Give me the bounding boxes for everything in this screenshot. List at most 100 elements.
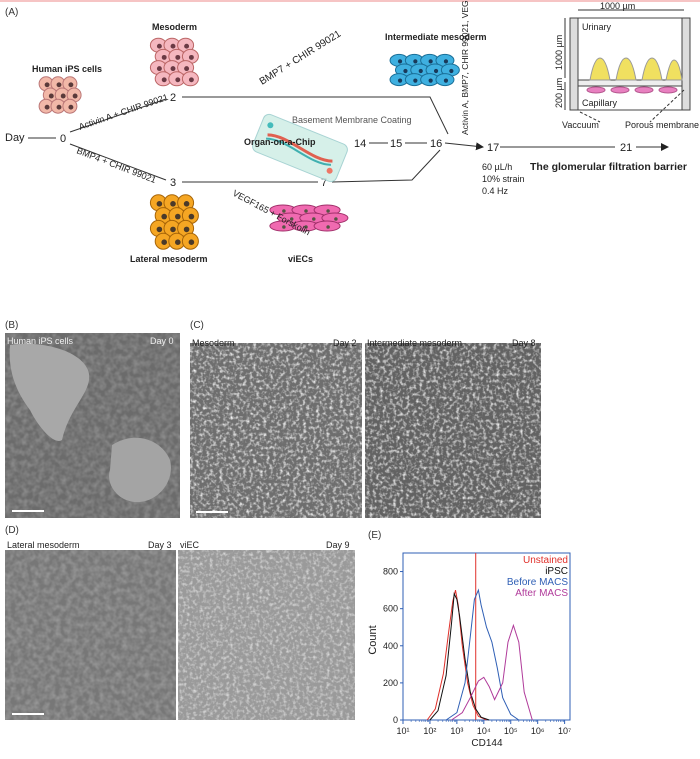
timeline (69, 98, 167, 133)
nucleus (48, 93, 54, 99)
day-label: Day (5, 132, 25, 144)
timeline (444, 142, 484, 151)
nucleus (56, 82, 62, 88)
compartment: Capillary (582, 98, 618, 108)
image-title: Human iPS cells (7, 336, 74, 346)
histogram-curve (445, 588, 520, 721)
nucleus (428, 59, 433, 64)
panel-label: (E) (368, 530, 381, 541)
nucleus (282, 209, 286, 213)
nucleus (72, 93, 78, 99)
nucleus (188, 239, 195, 245)
nucleus (449, 68, 454, 74)
nucleus (44, 104, 50, 110)
nucleus (188, 77, 194, 83)
histogram-curve (429, 591, 490, 721)
scale-bar (12, 510, 44, 512)
dimension: 1000 µm (600, 1, 635, 11)
day: 7 (321, 177, 327, 189)
cell-label: viECs (288, 254, 313, 264)
nucleus (156, 43, 162, 49)
x-tick-label: 10⁵ (504, 726, 518, 736)
nucleus (403, 68, 408, 74)
condition: 10% strain (482, 174, 525, 184)
dimension: 200 µm (554, 78, 564, 108)
cell-label: Intermediate mesoderm (385, 32, 487, 42)
timeline (331, 149, 441, 183)
cell-label: Lateral mesoderm (130, 254, 208, 264)
chip-label: Organ-on-a-Chip (244, 137, 316, 147)
x-tick-label: 10¹ (396, 726, 409, 736)
legend-entry: Unstained (523, 555, 568, 566)
nucleus (184, 66, 190, 72)
nucleus (170, 226, 176, 233)
x-tick-label: 10² (423, 726, 436, 736)
cell-illustrations (38, 37, 460, 250)
x-axis-label: CD144 (471, 738, 503, 749)
nucleus (282, 225, 286, 229)
cell-label: Mesoderm (152, 22, 197, 32)
image-day: Day 3 (148, 540, 172, 550)
y-tick-label: 600 (383, 604, 398, 614)
histogram-curve (451, 623, 533, 721)
nucleus (161, 213, 167, 220)
histogram-curve (426, 589, 487, 721)
day: 21 (620, 142, 632, 154)
x-tick-label: 10⁶ (531, 726, 545, 736)
micrograph-texture (190, 343, 362, 518)
nucleus (304, 209, 308, 213)
treatment: BMP7 + CHIR 99021 (258, 28, 344, 87)
nucleus (188, 213, 195, 220)
device-label: Vaccuum (562, 120, 599, 130)
nucleus (326, 225, 330, 229)
nucleus (428, 78, 433, 83)
treatment: Activin A + CHIR 99021 (77, 92, 169, 132)
nucleus (443, 78, 449, 83)
nucleus (175, 213, 181, 220)
day: 16 (430, 138, 442, 150)
nucleus (413, 78, 418, 83)
nucleus (60, 93, 66, 99)
nucleus (184, 43, 190, 49)
treatment: BMP4 + CHIR 99021 (75, 146, 157, 186)
cell-label: Human iPS cells (32, 64, 102, 74)
day: 2 (170, 92, 176, 104)
treatment: Activin A, BMP7, CHIR 99021, VEGF, RA (460, 0, 470, 135)
micrograph-texture (365, 343, 541, 518)
day: 3 (170, 177, 176, 189)
x-tick-label: 10⁴ (477, 726, 491, 736)
nucleus (170, 66, 176, 72)
compartment: Urinary (582, 22, 612, 32)
nucleus (289, 217, 294, 221)
y-axis-label: Count (367, 625, 379, 654)
image-title: viEC (180, 540, 200, 550)
image-title: Intermediate mesoderm (367, 338, 462, 348)
nucleus (175, 77, 181, 83)
nucleus (161, 239, 167, 245)
x-tick-label: 10⁷ (558, 726, 571, 736)
nucleus (68, 82, 74, 88)
nucleus (304, 225, 308, 229)
micrograph-texture (5, 550, 176, 720)
y-tick-label: 200 (383, 678, 398, 688)
nucleus (183, 226, 190, 233)
image-day: Day 0 (150, 336, 174, 346)
panel-label: (D) (5, 525, 19, 536)
y-tick-label: 400 (383, 641, 398, 651)
image-day: Day 2 (333, 338, 357, 348)
nucleus (68, 104, 74, 110)
nucleus (175, 54, 181, 60)
nucleus (156, 226, 163, 233)
nucleus (188, 54, 194, 60)
timeline (69, 143, 167, 181)
nucleus (397, 78, 403, 83)
nucleus (433, 68, 439, 74)
condition: 60 µL/h (482, 162, 512, 172)
day: 15 (390, 138, 402, 150)
legend-entry: After MACS (515, 588, 568, 599)
colony (9, 343, 90, 441)
nucleus (418, 68, 423, 74)
chip-illustration (252, 113, 348, 183)
micrograph-texture (178, 550, 355, 720)
